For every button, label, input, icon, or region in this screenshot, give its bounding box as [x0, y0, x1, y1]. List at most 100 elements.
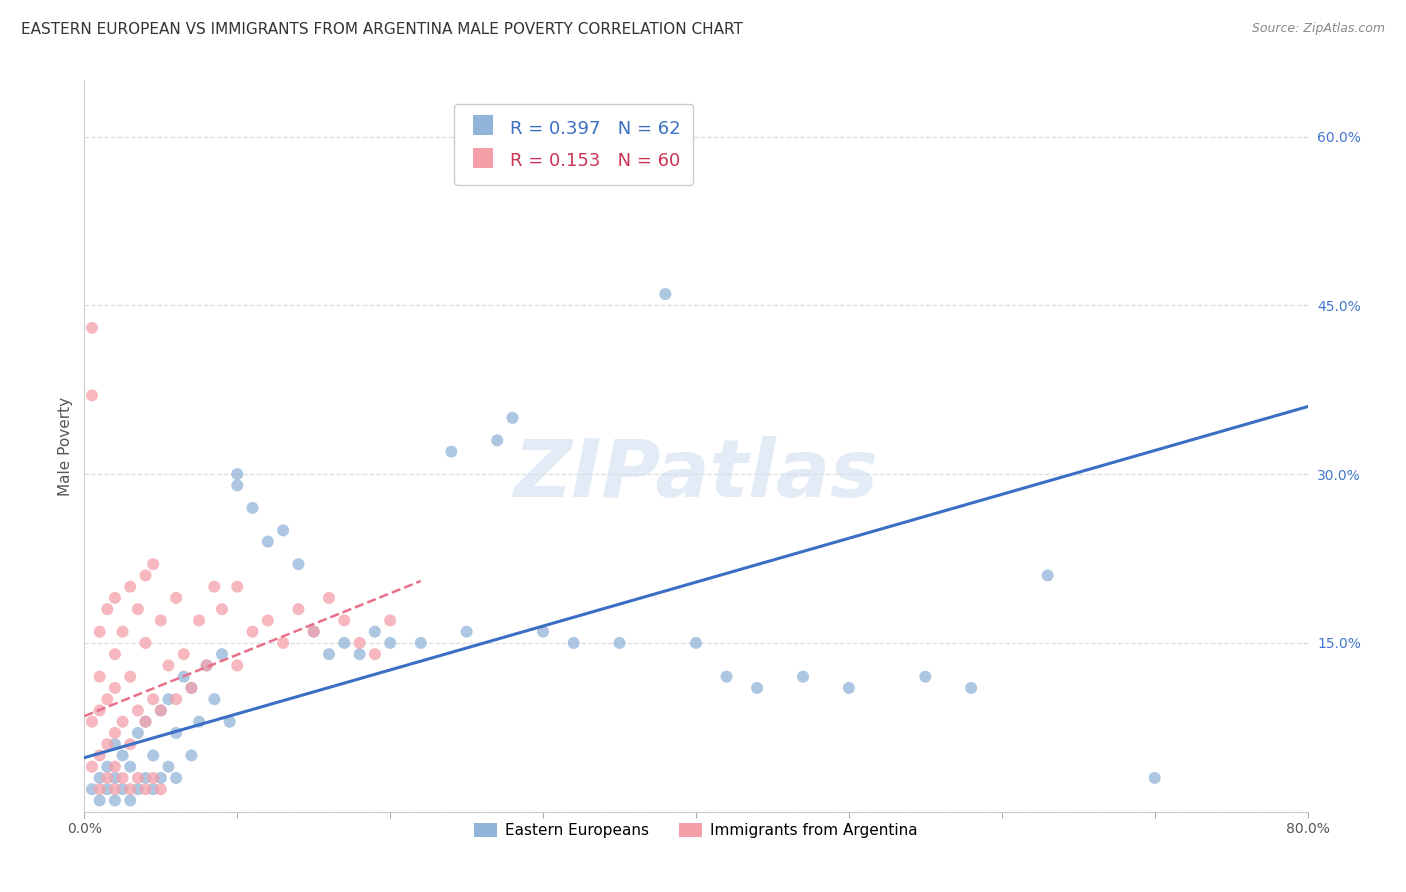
Point — [135, 568, 157, 582]
Point — [120, 760, 142, 774]
Point — [142, 771, 165, 785]
Point — [149, 782, 172, 797]
Point — [111, 782, 134, 797]
Point — [318, 591, 340, 605]
Text: EASTERN EUROPEAN VS IMMIGRANTS FROM ARGENTINA MALE POVERTY CORRELATION CHART: EASTERN EUROPEAN VS IMMIGRANTS FROM ARGE… — [21, 22, 742, 37]
Point — [226, 478, 249, 492]
Point — [287, 557, 309, 571]
Point — [96, 602, 118, 616]
Point — [333, 614, 356, 628]
Point — [104, 737, 127, 751]
Point — [173, 670, 195, 684]
Text: Source: ZipAtlas.com: Source: ZipAtlas.com — [1251, 22, 1385, 36]
Point — [562, 636, 585, 650]
Point — [127, 782, 149, 797]
Point — [318, 647, 340, 661]
Point — [80, 714, 103, 729]
Point — [89, 793, 111, 807]
Point — [104, 681, 127, 695]
Point — [120, 670, 142, 684]
Point — [157, 658, 180, 673]
Point — [333, 636, 356, 650]
Point — [149, 614, 172, 628]
Point — [104, 591, 127, 605]
Point — [120, 737, 142, 751]
Point — [838, 681, 860, 695]
Point — [96, 760, 118, 774]
Point — [104, 647, 127, 661]
Point — [127, 726, 149, 740]
Point — [157, 692, 180, 706]
Point — [165, 692, 187, 706]
Point — [188, 714, 211, 729]
Point — [502, 410, 524, 425]
Point — [242, 624, 264, 639]
Point — [142, 557, 165, 571]
Point — [202, 580, 225, 594]
Point — [747, 681, 769, 695]
Point — [202, 692, 225, 706]
Point — [654, 287, 676, 301]
Point — [80, 388, 103, 402]
Point — [104, 760, 127, 774]
Point — [165, 771, 187, 785]
Point — [180, 681, 202, 695]
Point — [1143, 771, 1166, 785]
Point — [120, 782, 142, 797]
Point — [104, 771, 127, 785]
Point — [89, 624, 111, 639]
Point — [226, 658, 249, 673]
Point — [302, 624, 325, 639]
Point — [142, 748, 165, 763]
Point — [364, 647, 387, 661]
Point — [211, 647, 233, 661]
Point — [456, 624, 478, 639]
Point — [380, 614, 402, 628]
Point — [111, 771, 134, 785]
Point — [80, 782, 103, 797]
Point — [271, 636, 294, 650]
Point — [440, 444, 463, 458]
Point — [96, 782, 118, 797]
Point — [180, 748, 202, 763]
Point — [226, 580, 249, 594]
Point — [486, 434, 509, 448]
Legend: Eastern Europeans, Immigrants from Argentina: Eastern Europeans, Immigrants from Argen… — [468, 817, 924, 845]
Point — [257, 614, 280, 628]
Point — [716, 670, 738, 684]
Point — [349, 647, 371, 661]
Point — [104, 726, 127, 740]
Point — [149, 703, 172, 717]
Point — [685, 636, 707, 650]
Point — [127, 602, 149, 616]
Point — [96, 737, 118, 751]
Point — [165, 591, 187, 605]
Point — [135, 636, 157, 650]
Point — [96, 692, 118, 706]
Point — [89, 771, 111, 785]
Point — [157, 760, 180, 774]
Point — [349, 636, 371, 650]
Point — [531, 624, 554, 639]
Point — [127, 771, 149, 785]
Point — [380, 636, 402, 650]
Point — [914, 670, 936, 684]
Point — [135, 782, 157, 797]
Y-axis label: Male Poverty: Male Poverty — [58, 396, 73, 496]
Point — [149, 703, 172, 717]
Point — [135, 714, 157, 729]
Point — [242, 500, 264, 515]
Point — [409, 636, 432, 650]
Point — [142, 782, 165, 797]
Point — [142, 692, 165, 706]
Point — [364, 624, 387, 639]
Point — [135, 771, 157, 785]
Text: ZIPatlas: ZIPatlas — [513, 436, 879, 515]
Point — [127, 703, 149, 717]
Point — [111, 714, 134, 729]
Point — [302, 624, 325, 639]
Point — [111, 748, 134, 763]
Point — [104, 793, 127, 807]
Point — [149, 771, 172, 785]
Point — [120, 793, 142, 807]
